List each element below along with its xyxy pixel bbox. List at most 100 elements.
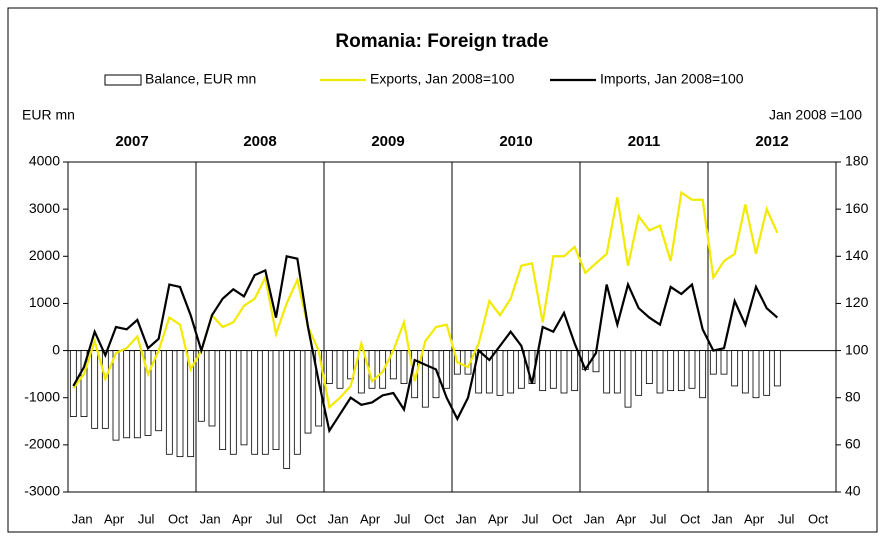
bar [485,350,493,394]
bar [432,350,440,399]
y-axis-label: EUR mn [22,107,75,123]
y-tick-label: 4000 [29,153,60,169]
bar [741,350,749,394]
bar [240,350,248,446]
year-label: 2010 [499,133,532,150]
y2-tick-label: 80 [845,388,861,404]
x-tick-label: Jul [266,511,283,526]
x-tick-label: Apr [360,511,381,526]
bar [656,350,664,394]
x-tick-label: Oct [296,511,317,526]
y2-tick-label: 40 [845,483,861,499]
y-tick-label: 3000 [29,200,60,216]
year-label: 2012 [755,133,788,150]
y2-axis-label: Jan 2008 =100 [769,107,862,123]
x-tick-label: Jan [328,511,349,526]
bar [176,350,184,458]
bar [645,350,653,384]
x-tick-label: Jul [394,511,411,526]
legend-label: Imports, Jan 2008=100 [600,71,744,87]
bar [507,350,515,394]
bar [635,350,643,396]
line [72,254,779,434]
bar [197,350,205,422]
bar [709,350,717,375]
bar [229,350,237,455]
bar [123,350,131,439]
bar [731,350,739,387]
chart-title: Romania: Foreign trade [335,31,548,52]
bar [773,350,781,387]
frame [7,7,878,533]
bar [219,350,227,450]
x-tick-label: Jan [584,511,605,526]
bar [752,350,760,399]
bar [261,350,269,455]
x-tick-label: Oct [424,511,445,526]
bar [400,350,408,384]
bar [517,350,525,389]
bar [421,350,429,408]
y-tick-label: -2000 [24,436,60,452]
x-tick-label: Oct [808,511,829,526]
bar [91,350,99,429]
bar [357,350,365,394]
bar [165,350,173,455]
bar [155,350,163,432]
y-tick-label: 2000 [29,247,60,263]
line [72,190,779,410]
bar [325,350,333,384]
x-tick-label: Apr [616,511,637,526]
bar [699,350,707,399]
bar [112,350,120,441]
legend-swatch [104,74,142,86]
x-tick-label: Oct [680,511,701,526]
bar [549,350,557,389]
x-tick-label: Jan [200,511,221,526]
x-tick-label: Jul [650,511,667,526]
x-tick-label: Jan [456,511,477,526]
y2-tick-label: 100 [845,341,869,357]
bar [133,350,141,439]
y2-tick-label: 60 [845,436,861,452]
x-tick-label: Jul [138,511,155,526]
x-tick-label: Jul [522,511,539,526]
year-label: 2011 [628,133,661,150]
y2-tick-label: 140 [845,247,869,263]
x-tick-label: Oct [168,511,189,526]
legend-label: Exports, Jan 2008=100 [370,71,515,87]
year-label: 2009 [371,133,404,150]
bar [688,350,696,389]
bar [496,350,504,396]
y2-tick-label: 120 [845,294,869,310]
y-tick-label: 0 [52,341,60,357]
bar [336,350,344,389]
bar [272,350,280,450]
bar [720,350,728,375]
bar [613,350,621,394]
year-label: 2007 [115,133,148,150]
x-tick-label: Apr [232,511,253,526]
bar [304,350,312,434]
x-tick-label: Jan [712,511,733,526]
x-tick-label: Apr [104,511,125,526]
bar [571,350,579,392]
bar [347,350,355,380]
bar [251,350,259,455]
bar [603,350,611,394]
bar [624,350,632,408]
bar [208,350,216,427]
x-tick-label: Apr [744,511,765,526]
bar [560,350,568,394]
x-tick-label: Jan [72,511,93,526]
bar [677,350,685,392]
x-tick-label: Apr [488,511,509,526]
y2-tick-label: 160 [845,200,869,216]
y-tick-label: -3000 [24,483,60,499]
bar [667,350,675,392]
y-tick-label: 1000 [29,294,60,310]
y-tick-label: -1000 [24,388,60,404]
y2-tick-label: 180 [845,153,869,169]
year-label: 2008 [243,133,276,150]
bar [187,350,195,458]
